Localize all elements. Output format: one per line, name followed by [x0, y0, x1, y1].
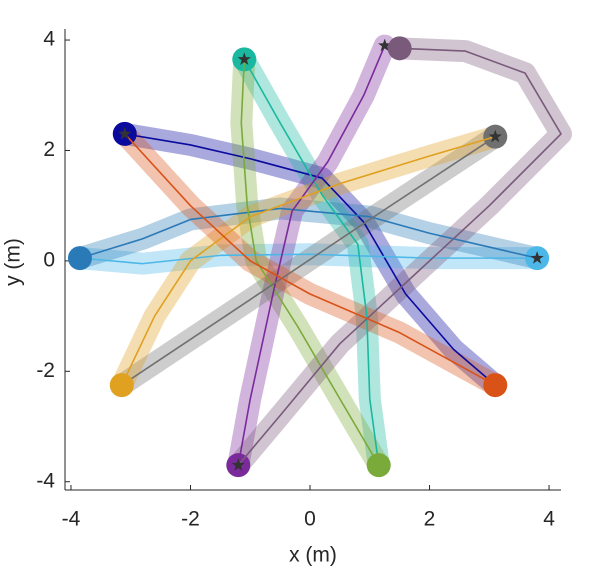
x-tick-label: 4	[543, 508, 555, 531]
goal-star	[378, 38, 392, 52]
goal-star	[488, 129, 502, 143]
start-marker	[109, 373, 134, 398]
y-axis-label: y (m)	[2, 238, 25, 286]
trajectory-line	[240, 59, 380, 466]
goal-star	[118, 126, 132, 140]
trajectory-line	[79, 207, 538, 259]
trajectory-line	[243, 58, 380, 466]
trajectory-line	[79, 253, 538, 265]
trajectory-line	[237, 45, 386, 466]
y-tick-label: -2	[36, 359, 55, 382]
y-tick-label: 0	[43, 248, 55, 271]
x-axis-label: x (m)	[289, 544, 337, 567]
y-tick-label: 4	[43, 28, 55, 51]
x-tick-label: -4	[62, 508, 81, 531]
start-marker	[366, 453, 391, 478]
x-tick-label: -2	[181, 508, 200, 531]
trajectory-line	[121, 135, 496, 386]
trajectory-line	[121, 135, 496, 386]
y-tick-label: 2	[43, 138, 55, 161]
y-tick-label: -4	[36, 469, 55, 492]
goal-star	[237, 52, 251, 66]
goal-star	[530, 251, 544, 264]
trajectory-line	[237, 47, 562, 466]
trajectory-line	[124, 133, 496, 386]
trajectory-line	[124, 133, 496, 386]
start-marker	[67, 246, 92, 271]
x-tick-label: 2	[424, 508, 436, 531]
start-marker	[387, 36, 412, 61]
start-marker	[483, 373, 508, 398]
x-tick-label: 0	[304, 508, 316, 531]
goal-star	[231, 458, 245, 471]
